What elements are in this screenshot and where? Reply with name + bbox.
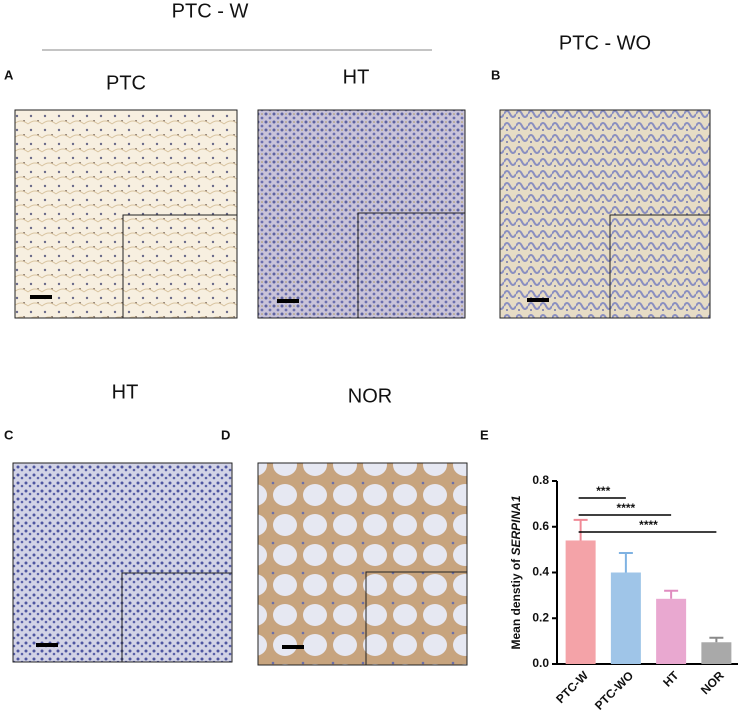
image-title: HT — [112, 381, 139, 403]
micrograph — [257, 462, 468, 666]
significance-label: **** — [639, 518, 658, 532]
y-tick-label: 0.0 — [532, 656, 549, 670]
bar — [610, 572, 641, 664]
group-title: PTC - W — [172, 0, 249, 22]
y-axis-label-gene: SERPINA1 — [509, 495, 523, 555]
error-bar — [709, 636, 724, 643]
panel-letter: D — [221, 427, 230, 442]
y-tick-label: 0.6 — [532, 519, 549, 533]
micrograph — [499, 109, 711, 319]
y-tick-label: 0.8 — [532, 473, 549, 487]
micrograph — [257, 109, 466, 319]
x-tick-label: PTC-W — [553, 668, 591, 706]
group-title: PTC - WO — [559, 32, 651, 54]
error-bar — [618, 552, 633, 573]
micrograph — [14, 109, 238, 319]
bar — [565, 540, 596, 664]
y-axis-label-text: Mean denstiy of — [509, 556, 523, 650]
image-title: PTC — [106, 72, 146, 94]
y-tick-label: 0.4 — [532, 565, 549, 579]
x-tick-label: PTC-WO — [592, 668, 636, 712]
x-tick-label: NOR — [698, 668, 727, 697]
bar — [701, 642, 732, 664]
error-bar — [573, 518, 588, 541]
y-axis-label: Mean denstiy of SERPINA1 — [509, 495, 523, 649]
micrograph — [12, 462, 233, 663]
image-title: NOR — [348, 385, 392, 407]
panel-letter: B — [491, 67, 500, 82]
x-tick-label: HT — [660, 668, 682, 690]
y-tick-label: 0.2 — [532, 610, 549, 624]
bar-chart: 0.0 0.2 0.4 0.6 0.8 Mean denstiy of SERPINA1 P… — [509, 473, 738, 713]
panel-letter: A — [4, 67, 14, 82]
panel-letter: E — [480, 427, 489, 442]
significance-label: *** — [596, 484, 610, 498]
error-bar — [664, 589, 679, 599]
image-title: HT — [343, 66, 370, 88]
panel-letter: C — [4, 427, 14, 442]
significance-label: **** — [617, 501, 636, 515]
bar — [656, 598, 687, 664]
